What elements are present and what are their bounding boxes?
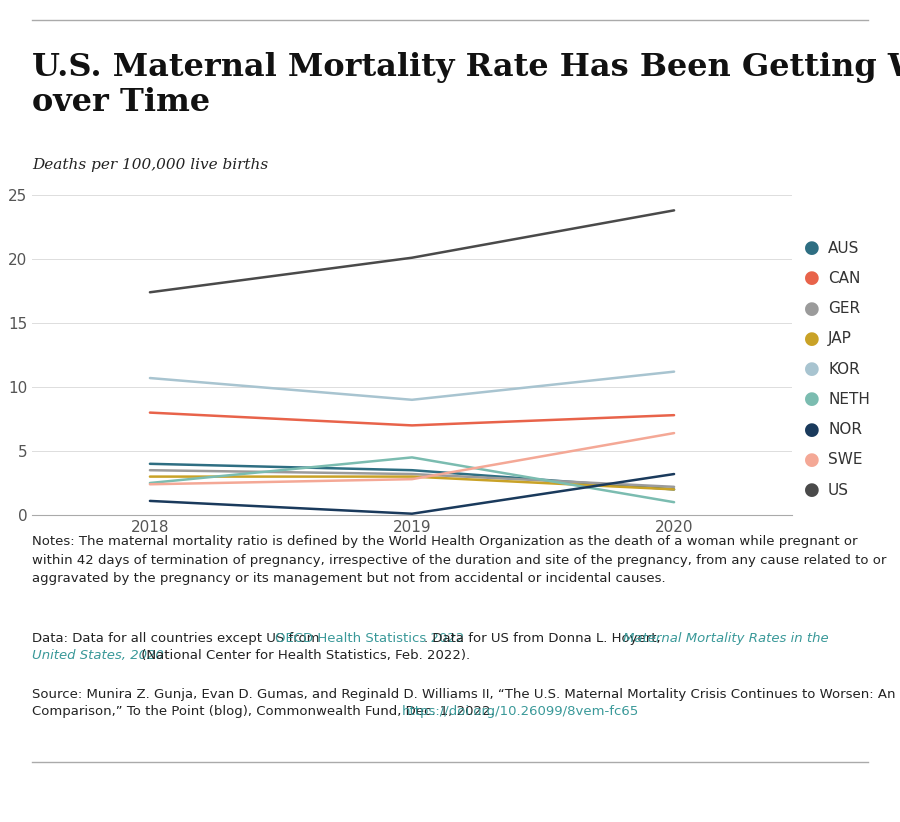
Text: Notes: The maternal mortality ratio is defined by the World Health Organization : Notes: The maternal mortality ratio is d… [32, 535, 886, 585]
Text: U.S. Maternal Mortality Rate Has Been Getting Worse
over Time: U.S. Maternal Mortality Rate Has Been Ge… [32, 52, 900, 118]
Text: https://doi.org/10.26099/8vem-fc65: https://doi.org/10.26099/8vem-fc65 [401, 705, 639, 718]
Text: ●: ● [804, 481, 820, 499]
Text: OECD Health Statistics 2022: OECD Health Statistics 2022 [274, 632, 464, 645]
Text: GER: GER [828, 301, 860, 316]
Text: (National Center for Health Statistics, Feb. 2022).: (National Center for Health Statistics, … [137, 649, 470, 662]
Text: CAN: CAN [828, 270, 860, 286]
Text: KOR: KOR [828, 362, 859, 376]
Text: ●: ● [804, 421, 820, 438]
Text: NOR: NOR [828, 422, 862, 437]
Text: ●: ● [804, 450, 820, 469]
Text: Deaths per 100,000 live births: Deaths per 100,000 live births [32, 158, 268, 172]
Text: ●: ● [804, 299, 820, 317]
Text: ●: ● [804, 390, 820, 409]
Text: ●: ● [804, 360, 820, 378]
Text: Data: Data for all countries except US from: Data: Data for all countries except US f… [32, 632, 324, 645]
Text: ●: ● [804, 239, 820, 257]
Text: ●: ● [804, 270, 820, 287]
Text: . Data for US from Donna L. Hoyert,: . Data for US from Donna L. Hoyert, [424, 632, 665, 645]
Text: ●: ● [804, 330, 820, 348]
Text: Source: Munira Z. Gunja, Evan D. Gumas, and Reginald D. Williams II, “The U.S. M: Source: Munira Z. Gunja, Evan D. Gumas, … [32, 688, 900, 701]
Text: United States, 2020: United States, 2020 [32, 649, 164, 662]
Text: JAP: JAP [828, 331, 852, 346]
Text: Comparison,” To the Point (blog), Commonwealth Fund, Dec. 1, 2022.: Comparison,” To the Point (blog), Common… [32, 705, 499, 718]
Text: AUS: AUS [828, 241, 859, 256]
Text: US: US [828, 483, 849, 497]
Text: Maternal Mortality Rates in the: Maternal Mortality Rates in the [623, 632, 828, 645]
Text: NETH: NETH [828, 392, 870, 407]
Text: SWE: SWE [828, 452, 862, 467]
